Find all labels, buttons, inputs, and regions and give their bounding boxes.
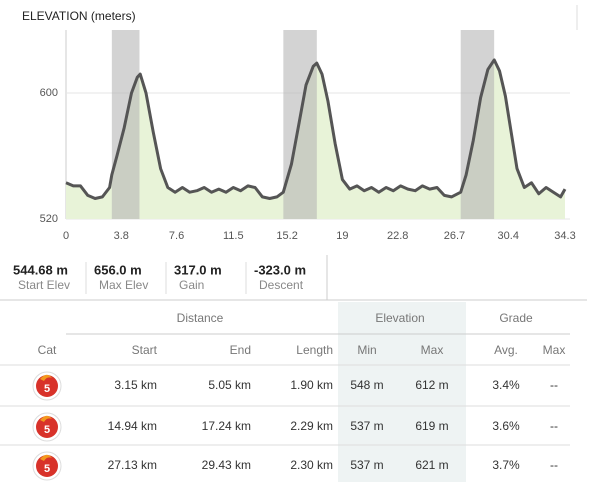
cell: 1.90 km xyxy=(290,378,333,392)
cell: -- xyxy=(550,378,558,392)
x-tick-label: 0 xyxy=(63,230,69,242)
cat-icon-inner xyxy=(36,375,58,397)
column-header: Max xyxy=(421,343,444,357)
x-tick-label: 26.7 xyxy=(444,230,465,242)
cat-number: 5 xyxy=(44,424,50,436)
cat-number: 5 xyxy=(44,383,50,395)
x-tick-label: 30.4 xyxy=(498,230,519,242)
column-header: Avg. xyxy=(494,343,518,357)
cell: 2.29 km xyxy=(290,419,333,433)
cell: 621 m xyxy=(415,458,448,472)
x-tick-label: 11.5 xyxy=(223,230,244,242)
stat-label: Gain xyxy=(179,278,204,292)
y-tick-label: 600 xyxy=(40,87,58,99)
cell: 3.6% xyxy=(492,419,520,433)
column-header: Start xyxy=(132,343,158,357)
group-header: Grade xyxy=(499,311,533,325)
cat-flame xyxy=(40,454,52,461)
stat-value: -323.0 m xyxy=(254,262,306,277)
group-header: Elevation xyxy=(375,311,424,325)
column-header: Min xyxy=(357,343,376,357)
x-tick-label: 15.2 xyxy=(276,230,297,242)
elevation-column-bg xyxy=(338,302,466,482)
stat-value: 544.68 m xyxy=(13,262,68,277)
cell: 14.94 km xyxy=(108,419,157,433)
cat-flame xyxy=(40,415,52,422)
cell: 537 m xyxy=(350,458,383,472)
x-tick-label: 19 xyxy=(336,230,348,242)
stat-label: Start Elev xyxy=(18,278,70,292)
cat-icon-inner xyxy=(36,416,58,438)
x-tick-label: 34.3 xyxy=(554,230,575,242)
column-header: Length xyxy=(296,343,333,357)
cat-icon-inner xyxy=(36,455,58,477)
x-tick-label: 22.8 xyxy=(387,230,408,242)
stat-value: 656.0 m xyxy=(94,262,142,277)
cell: 5.05 km xyxy=(208,378,251,392)
group-header: Distance xyxy=(177,311,224,325)
column-header: End xyxy=(230,343,251,357)
stat-value: 317.0 m xyxy=(174,262,222,277)
x-tick-label: 3.8 xyxy=(114,230,129,242)
cell: 29.43 km xyxy=(202,458,251,472)
cell: 3.15 km xyxy=(114,378,157,392)
cell: 17.24 km xyxy=(202,419,251,433)
cell: -- xyxy=(550,458,558,472)
cell: 27.13 km xyxy=(108,458,157,472)
cell: 537 m xyxy=(350,419,383,433)
column-header: Cat xyxy=(38,343,57,357)
stat-label: Max Elev xyxy=(99,278,148,292)
column-header: Max xyxy=(543,343,566,357)
cell: -- xyxy=(550,419,558,433)
cat-flame xyxy=(40,374,52,381)
stat-label: Descent xyxy=(259,278,304,292)
cat-number: 5 xyxy=(44,463,50,475)
cell: 548 m xyxy=(350,378,383,392)
elevation-line xyxy=(65,58,567,200)
cell: 3.4% xyxy=(492,378,520,392)
chart-title: ELEVATION (meters) xyxy=(22,9,136,23)
cell: 3.7% xyxy=(492,458,520,472)
x-tick-label: 7.6 xyxy=(169,230,184,242)
y-tick-label: 520 xyxy=(40,213,58,225)
cell: 619 m xyxy=(415,419,448,433)
cell: 2.30 km xyxy=(290,458,333,472)
cell: 612 m xyxy=(415,378,448,392)
